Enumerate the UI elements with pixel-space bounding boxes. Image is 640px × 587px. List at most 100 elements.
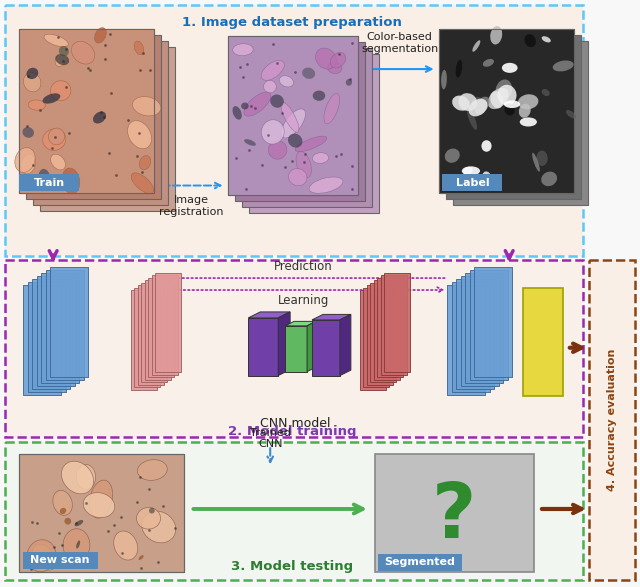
Bar [156,272,181,372]
Ellipse shape [43,129,66,150]
Ellipse shape [518,95,538,109]
Ellipse shape [127,121,152,149]
Ellipse shape [131,173,154,194]
Bar [447,35,581,200]
Bar [5,260,583,437]
Bar [360,290,386,390]
Bar [371,282,396,382]
Ellipse shape [524,34,536,47]
Ellipse shape [33,544,56,570]
Bar [250,54,379,214]
Ellipse shape [51,154,65,170]
Ellipse shape [72,41,95,64]
Ellipse shape [468,99,488,116]
Bar [23,552,98,569]
Ellipse shape [90,480,113,518]
Ellipse shape [486,175,500,188]
Ellipse shape [483,59,494,67]
Bar [40,47,175,211]
Ellipse shape [43,93,60,104]
Ellipse shape [495,79,512,101]
Ellipse shape [24,73,41,92]
Text: Label: Label [456,177,489,187]
Ellipse shape [541,171,557,186]
Bar [33,41,168,205]
Bar [589,260,635,579]
Bar [440,29,574,194]
Bar [28,282,66,392]
Ellipse shape [541,36,551,42]
Ellipse shape [149,508,155,514]
Ellipse shape [91,564,98,569]
Ellipse shape [62,168,80,194]
Bar [377,278,403,377]
Bar [152,275,178,375]
Ellipse shape [346,79,352,86]
Bar [364,288,389,387]
Polygon shape [248,312,290,318]
Ellipse shape [472,97,484,111]
Bar [23,285,61,394]
Ellipse shape [28,100,45,110]
Ellipse shape [55,54,69,65]
Ellipse shape [309,177,343,193]
Ellipse shape [456,60,462,77]
Ellipse shape [462,166,480,176]
Bar [470,270,508,380]
Bar [442,174,502,191]
Bar [19,454,184,572]
Bar [19,174,79,191]
Bar [228,36,358,195]
Ellipse shape [232,106,242,120]
Ellipse shape [95,28,106,43]
Ellipse shape [51,81,71,101]
Bar [374,280,399,380]
Ellipse shape [61,461,93,494]
Bar [26,35,161,200]
Ellipse shape [281,109,305,138]
Ellipse shape [281,102,299,132]
Bar [5,442,583,579]
Bar [5,442,583,579]
Ellipse shape [244,139,256,146]
Bar [381,275,406,375]
Ellipse shape [504,100,520,108]
Ellipse shape [532,153,540,172]
Ellipse shape [76,464,95,490]
Ellipse shape [138,460,167,480]
Bar [447,285,485,394]
Bar [19,29,154,194]
Ellipse shape [566,110,575,119]
Bar [378,554,462,571]
Ellipse shape [475,97,490,114]
Ellipse shape [74,520,83,527]
Text: 4. Accuracy evaluation: 4. Accuracy evaluation [607,348,617,491]
Bar [465,273,503,383]
Ellipse shape [445,149,460,163]
Bar [384,272,410,372]
Bar [367,285,393,384]
Ellipse shape [140,156,150,170]
Bar [440,29,574,194]
Ellipse shape [38,169,51,187]
Polygon shape [340,315,351,376]
Ellipse shape [76,541,80,548]
Bar [236,42,365,201]
Bar [474,267,512,377]
Text: CNN model: CNN model [260,417,330,430]
Bar [19,29,154,194]
Polygon shape [312,315,351,320]
Bar [453,41,588,205]
Bar [50,267,88,377]
Ellipse shape [520,117,537,127]
Ellipse shape [53,490,72,515]
Ellipse shape [55,53,67,66]
Ellipse shape [134,41,144,55]
Bar [243,48,372,207]
Ellipse shape [264,80,276,93]
Bar [45,270,84,380]
Polygon shape [285,321,316,326]
Ellipse shape [289,168,307,185]
Bar [456,279,494,389]
Ellipse shape [60,508,67,514]
